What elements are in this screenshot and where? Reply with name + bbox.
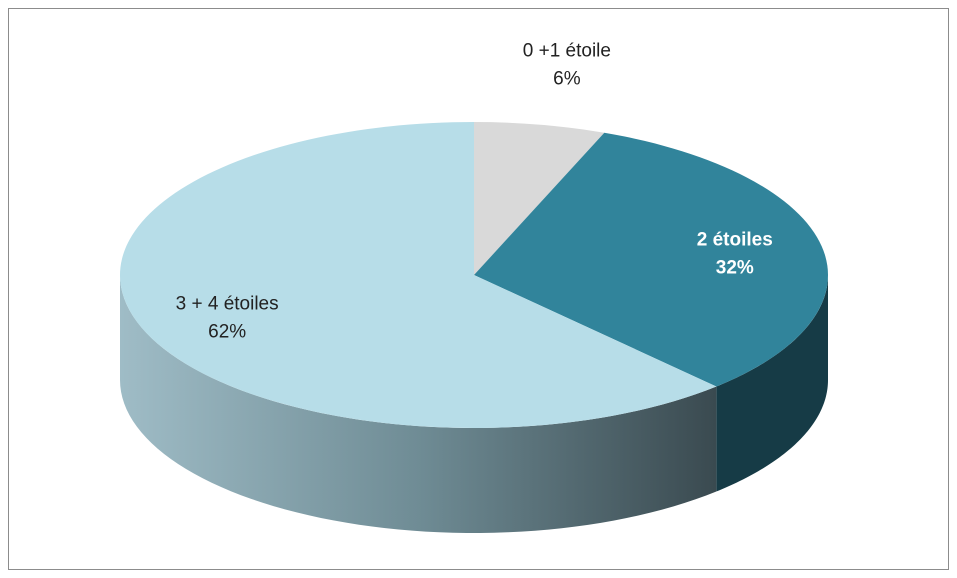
slice [119, 122, 717, 428]
slice-value-label: 32% [716, 258, 754, 279]
slice-side [716, 275, 828, 492]
slice [474, 122, 605, 275]
slice-label: 2 étoiles [697, 230, 773, 251]
slice-label: 3 + 4 étoiles [176, 293, 279, 314]
slice-label: 0 +1 étoile [523, 41, 611, 62]
slice [474, 132, 829, 387]
slice-value-label: 62% [208, 321, 246, 342]
slice-side [120, 275, 717, 533]
slice-value-label: 6% [553, 69, 581, 90]
